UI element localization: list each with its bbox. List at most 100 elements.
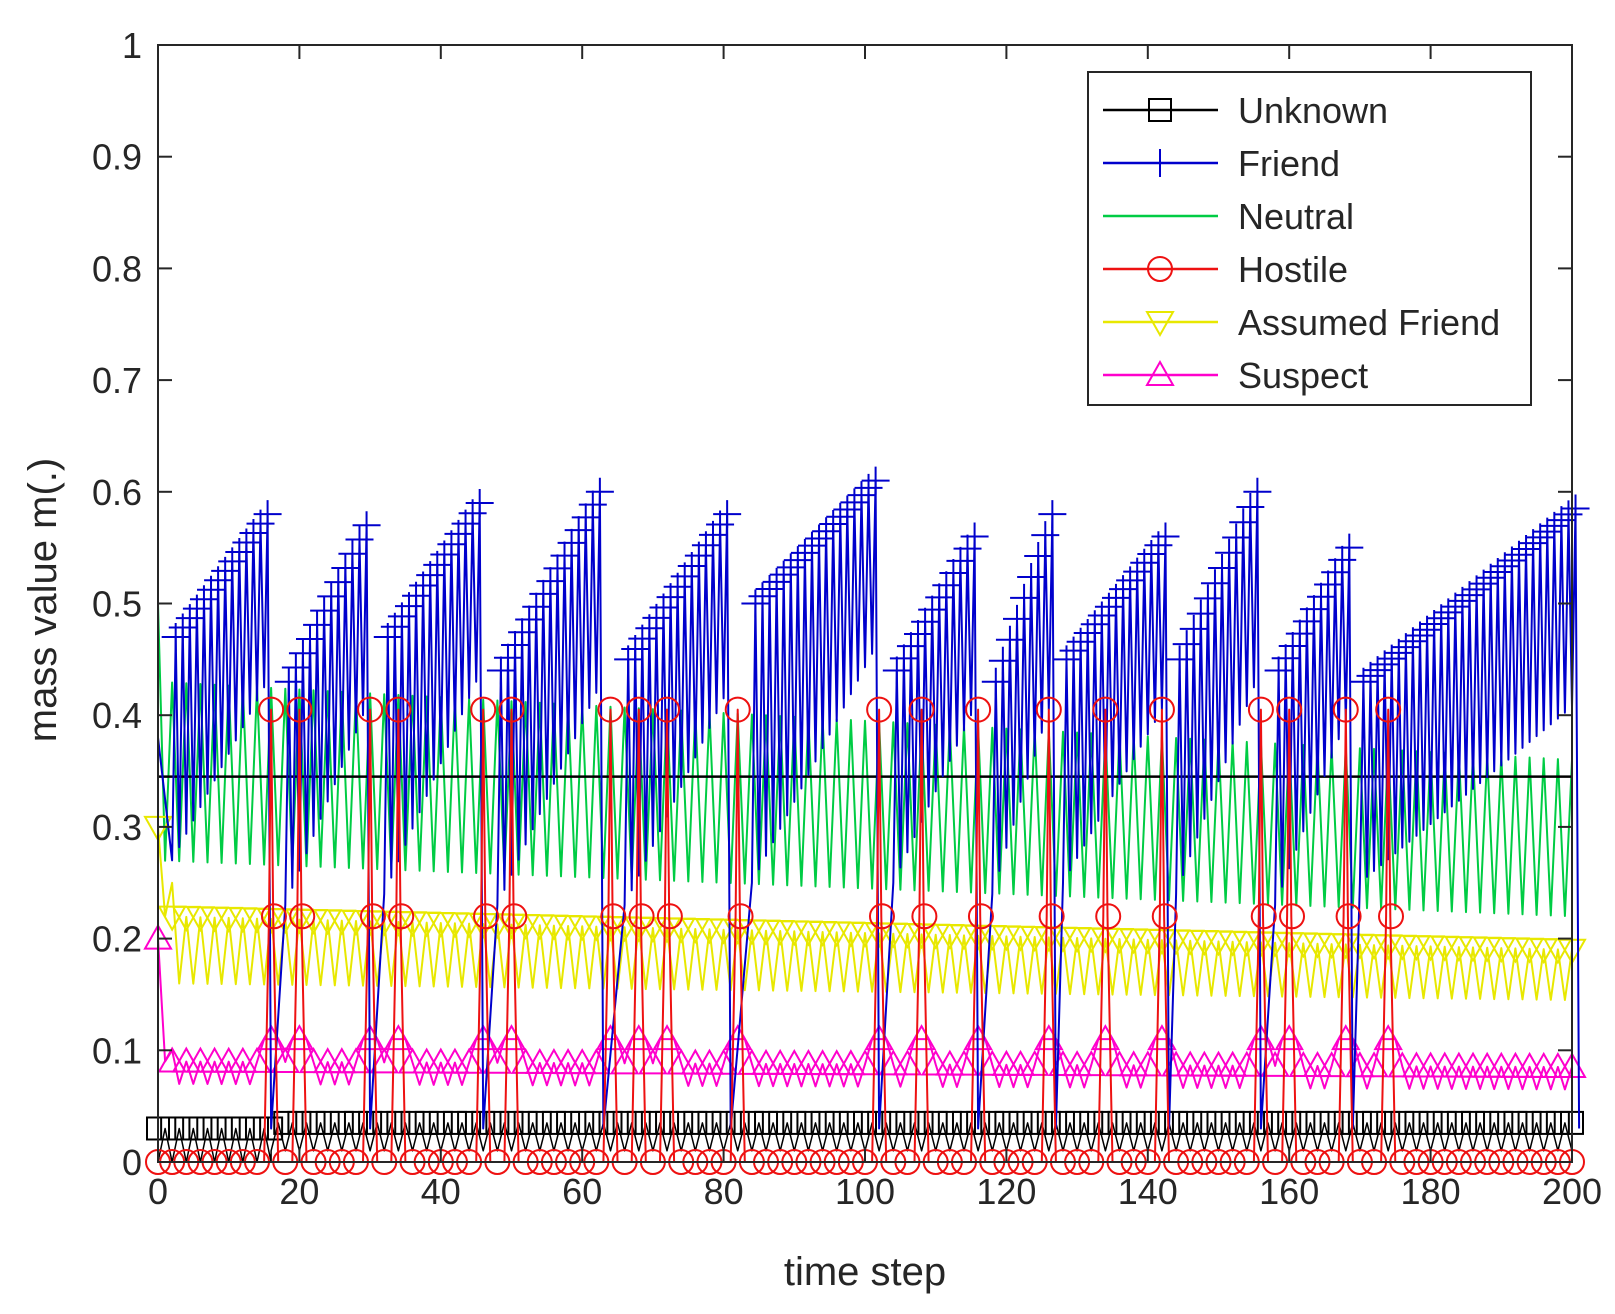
suspect-marker [666, 1048, 696, 1075]
friend-marker [1377, 644, 1406, 673]
friend-marker [536, 567, 565, 596]
friend-marker [515, 605, 544, 634]
unknown-marker [160, 1116, 185, 1141]
friend-marker [896, 632, 925, 661]
friend-marker [797, 531, 826, 560]
friend-marker [698, 520, 727, 549]
suspect-marker [638, 1048, 668, 1075]
suspect-marker [624, 1024, 654, 1051]
unknown-marker [1065, 1110, 1090, 1135]
friend-marker [1299, 595, 1328, 624]
friend-marker [1434, 598, 1463, 627]
friend-marker [1504, 540, 1533, 569]
x-tick-label: 0 [148, 1171, 168, 1212]
unknown-marker [1489, 1110, 1514, 1135]
friend-marker [776, 553, 805, 582]
unknown-marker [1333, 1110, 1358, 1135]
unknown-marker [1390, 1110, 1415, 1135]
unknown-marker [273, 1110, 298, 1135]
unknown-marker [1432, 1110, 1457, 1135]
unknown-marker [400, 1110, 425, 1135]
friend-marker [953, 534, 982, 563]
suspect-marker [1486, 1051, 1517, 1078]
unknown-marker [923, 1110, 948, 1135]
friend-marker [1448, 586, 1477, 615]
friend-marker [571, 503, 600, 532]
suspect-marker [426, 1047, 456, 1074]
unknown-marker [881, 1110, 906, 1135]
unknown-marker [1206, 1110, 1231, 1135]
unknown-marker [202, 1116, 227, 1141]
unknown-marker [541, 1110, 566, 1135]
unknown-marker [669, 1110, 694, 1135]
suspect-marker [242, 1046, 272, 1073]
suspect-marker [977, 1049, 1007, 1076]
friend-marker [1349, 667, 1378, 696]
friend-marker [1285, 619, 1314, 648]
x-tick-label: 80 [704, 1171, 744, 1212]
friend-marker [1420, 609, 1449, 638]
suspect-marker [440, 1047, 470, 1074]
friend-marker [1561, 494, 1590, 523]
suspect-marker [906, 1024, 937, 1051]
suspect-marker [991, 1049, 1022, 1076]
unknown-marker [513, 1110, 538, 1135]
suspect-marker [878, 1049, 908, 1076]
suspect-marker [1090, 1024, 1121, 1051]
suspect-marker [228, 1046, 258, 1073]
hostile-marker [1092, 696, 1119, 723]
unknown-marker [1093, 1110, 1118, 1135]
unknown-marker [1305, 1110, 1330, 1135]
unknown-marker [937, 1110, 962, 1135]
hostile-marker [286, 696, 313, 723]
suspect-marker [836, 1049, 866, 1076]
unknown-marker [1149, 1110, 1174, 1135]
friend-marker [1370, 650, 1399, 679]
unknown-marker [1234, 1110, 1259, 1135]
unknown-marker [386, 1110, 411, 1135]
friend-marker [1200, 569, 1229, 598]
suspect-marker [1430, 1051, 1460, 1078]
friend-marker [564, 516, 593, 545]
friend-marker [1526, 523, 1555, 552]
unknown-line [157, 1122, 1573, 1163]
friend-marker [317, 582, 346, 611]
unknown-marker [570, 1110, 595, 1135]
hostile-marker [724, 696, 751, 723]
suspect-marker [1232, 1050, 1262, 1077]
hostile-marker [600, 903, 627, 930]
hostile-marker [908, 696, 935, 723]
friend-marker [338, 539, 367, 568]
unknown-marker [1135, 1110, 1160, 1135]
legend-marker-hostile [1147, 256, 1173, 282]
friend-marker [882, 656, 911, 685]
friend-marker [1490, 552, 1519, 581]
unknown-marker [1050, 1110, 1075, 1135]
unknown-marker [824, 1110, 849, 1135]
suspect-marker [609, 1048, 640, 1075]
friend-marker [1179, 614, 1208, 643]
hostile-marker [258, 696, 285, 723]
suspect-marker [1005, 1049, 1036, 1076]
unknown-marker [1347, 1110, 1372, 1135]
friend-marker [939, 559, 968, 588]
friend-marker [1307, 582, 1336, 611]
unknown-marker [895, 1110, 920, 1135]
suspect-marker [850, 1049, 880, 1076]
x-tick-label: 20 [279, 1171, 319, 1212]
unknown-marker [1404, 1110, 1429, 1135]
friend-marker [1236, 493, 1265, 522]
suspect-marker [1458, 1051, 1488, 1078]
friend-marker [911, 607, 940, 636]
hostile-marker [1035, 696, 1062, 723]
unknown-marker [230, 1116, 255, 1141]
friend-marker [819, 509, 848, 538]
unknown-marker [1376, 1110, 1401, 1135]
friend-marker [1024, 542, 1053, 571]
legend-marker-suspect [1145, 359, 1175, 386]
unknown-marker [1192, 1110, 1217, 1135]
friend-marker [1278, 631, 1307, 660]
suspect-marker [567, 1048, 597, 1075]
legend-label-assumed-friend: Assumed Friend [1238, 302, 1500, 343]
suspect-marker [1302, 1051, 1333, 1078]
